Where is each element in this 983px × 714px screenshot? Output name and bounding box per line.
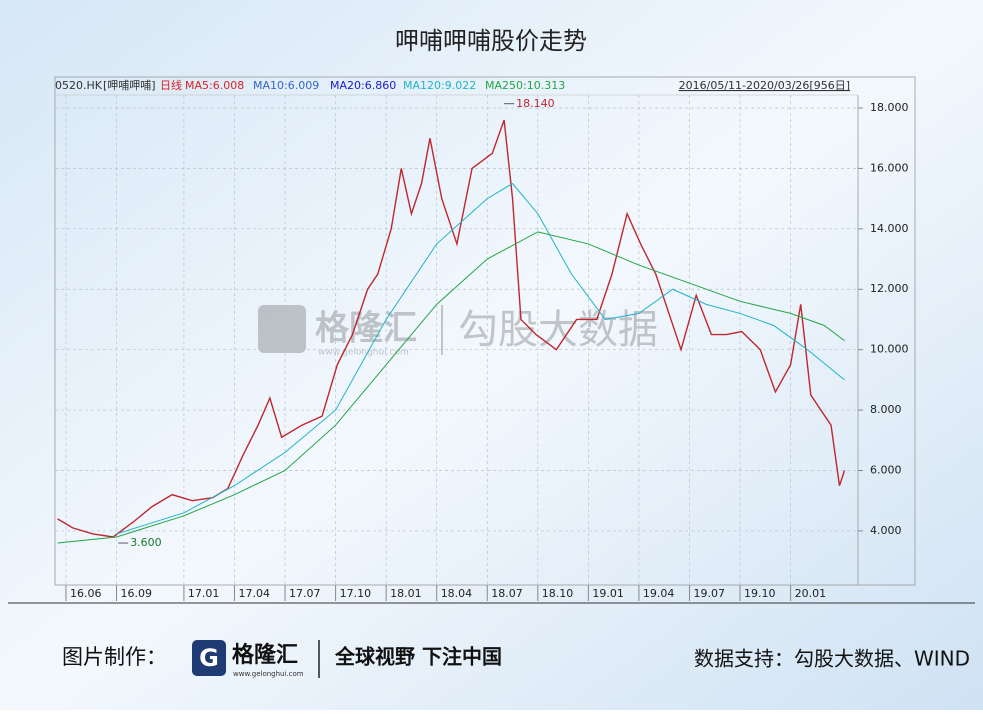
- x-tick-label: 18.04: [441, 587, 473, 600]
- x-tick-label: 19.07: [693, 587, 725, 600]
- x-tick-label: 19.10: [744, 587, 776, 600]
- x-tick-label: 20.01: [795, 587, 827, 600]
- x-tick-label: 17.10: [340, 587, 372, 600]
- series-line: [116, 182, 845, 535]
- ma-label: MA5:6.008: [185, 79, 244, 92]
- watermark-brand: 勾股大数据: [458, 307, 658, 353]
- watermark-url: www.gelonghui.com: [318, 348, 409, 358]
- period: 日线: [160, 78, 182, 92]
- x-tick-label: 16.06: [70, 587, 102, 600]
- stock-name: [呷哺呷哺]: [103, 79, 156, 92]
- plot: MA5:6.008 MA10:6.009 MA20:6.860 MA120:9.022…: [55, 79, 909, 601]
- y-tick-label: 6.000: [870, 464, 902, 477]
- x-tick-label: 18.10: [542, 587, 574, 600]
- watermark-icon: [258, 305, 306, 353]
- x-tick-label: 17.07: [289, 587, 321, 600]
- annotation-label: 18.140: [516, 97, 555, 110]
- x-tick-label: 18.01: [390, 587, 422, 600]
- ma-label: MA20:6.860: [330, 79, 396, 92]
- logo-glyph: G: [199, 644, 219, 672]
- page-title: 呷哺呷哺股价走势: [395, 27, 587, 55]
- x-tick-label: 16.09: [121, 587, 153, 600]
- y-tick-label: 14.000: [870, 222, 909, 235]
- y-tick-label: 16.000: [870, 161, 909, 174]
- x-tick-label: 18.07: [491, 587, 523, 600]
- y-tick-label: 8.000: [870, 403, 902, 416]
- series-line: [57, 119, 846, 538]
- x-tick-label: 17.04: [238, 587, 270, 600]
- ma-label: MA120:9.022: [403, 79, 476, 92]
- x-tick-label: 19.04: [643, 587, 675, 600]
- stock-code: 0520.HK: [55, 79, 103, 92]
- y-tick-label: 10.000: [870, 343, 909, 356]
- slogan: 全球视野 下注中国: [334, 645, 502, 669]
- annotation-label: 3.600: [130, 536, 162, 549]
- credit-label: 图片制作：: [62, 645, 167, 669]
- series-line: [57, 231, 845, 544]
- data-source: 数据支持：勾股大数据、WIND: [694, 647, 970, 671]
- y-tick-label: 4.000: [870, 524, 902, 537]
- x-tick-label: 19.01: [592, 587, 624, 600]
- logo-icon: [192, 640, 226, 676]
- x-tick-label: 17.01: [188, 587, 220, 600]
- ma-label: MA250:10.313: [485, 79, 565, 92]
- footer-logo-url: www.gelonghui.com: [233, 670, 304, 678]
- y-tick-label: 12.000: [870, 282, 909, 295]
- ma-label: MA10:6.009: [253, 79, 319, 92]
- footer-logo: 格隆汇: [232, 642, 298, 668]
- date-range: 2016/05/11-2020/03/26[956日]: [679, 79, 850, 92]
- y-tick-label: 18.000: [870, 101, 909, 114]
- chart-frame: [54, 76, 916, 586]
- watermark-logo: 格隆汇: [315, 309, 417, 349]
- watermark: 格隆汇 www.gelonghui.com 勾股大数据: [258, 305, 658, 358]
